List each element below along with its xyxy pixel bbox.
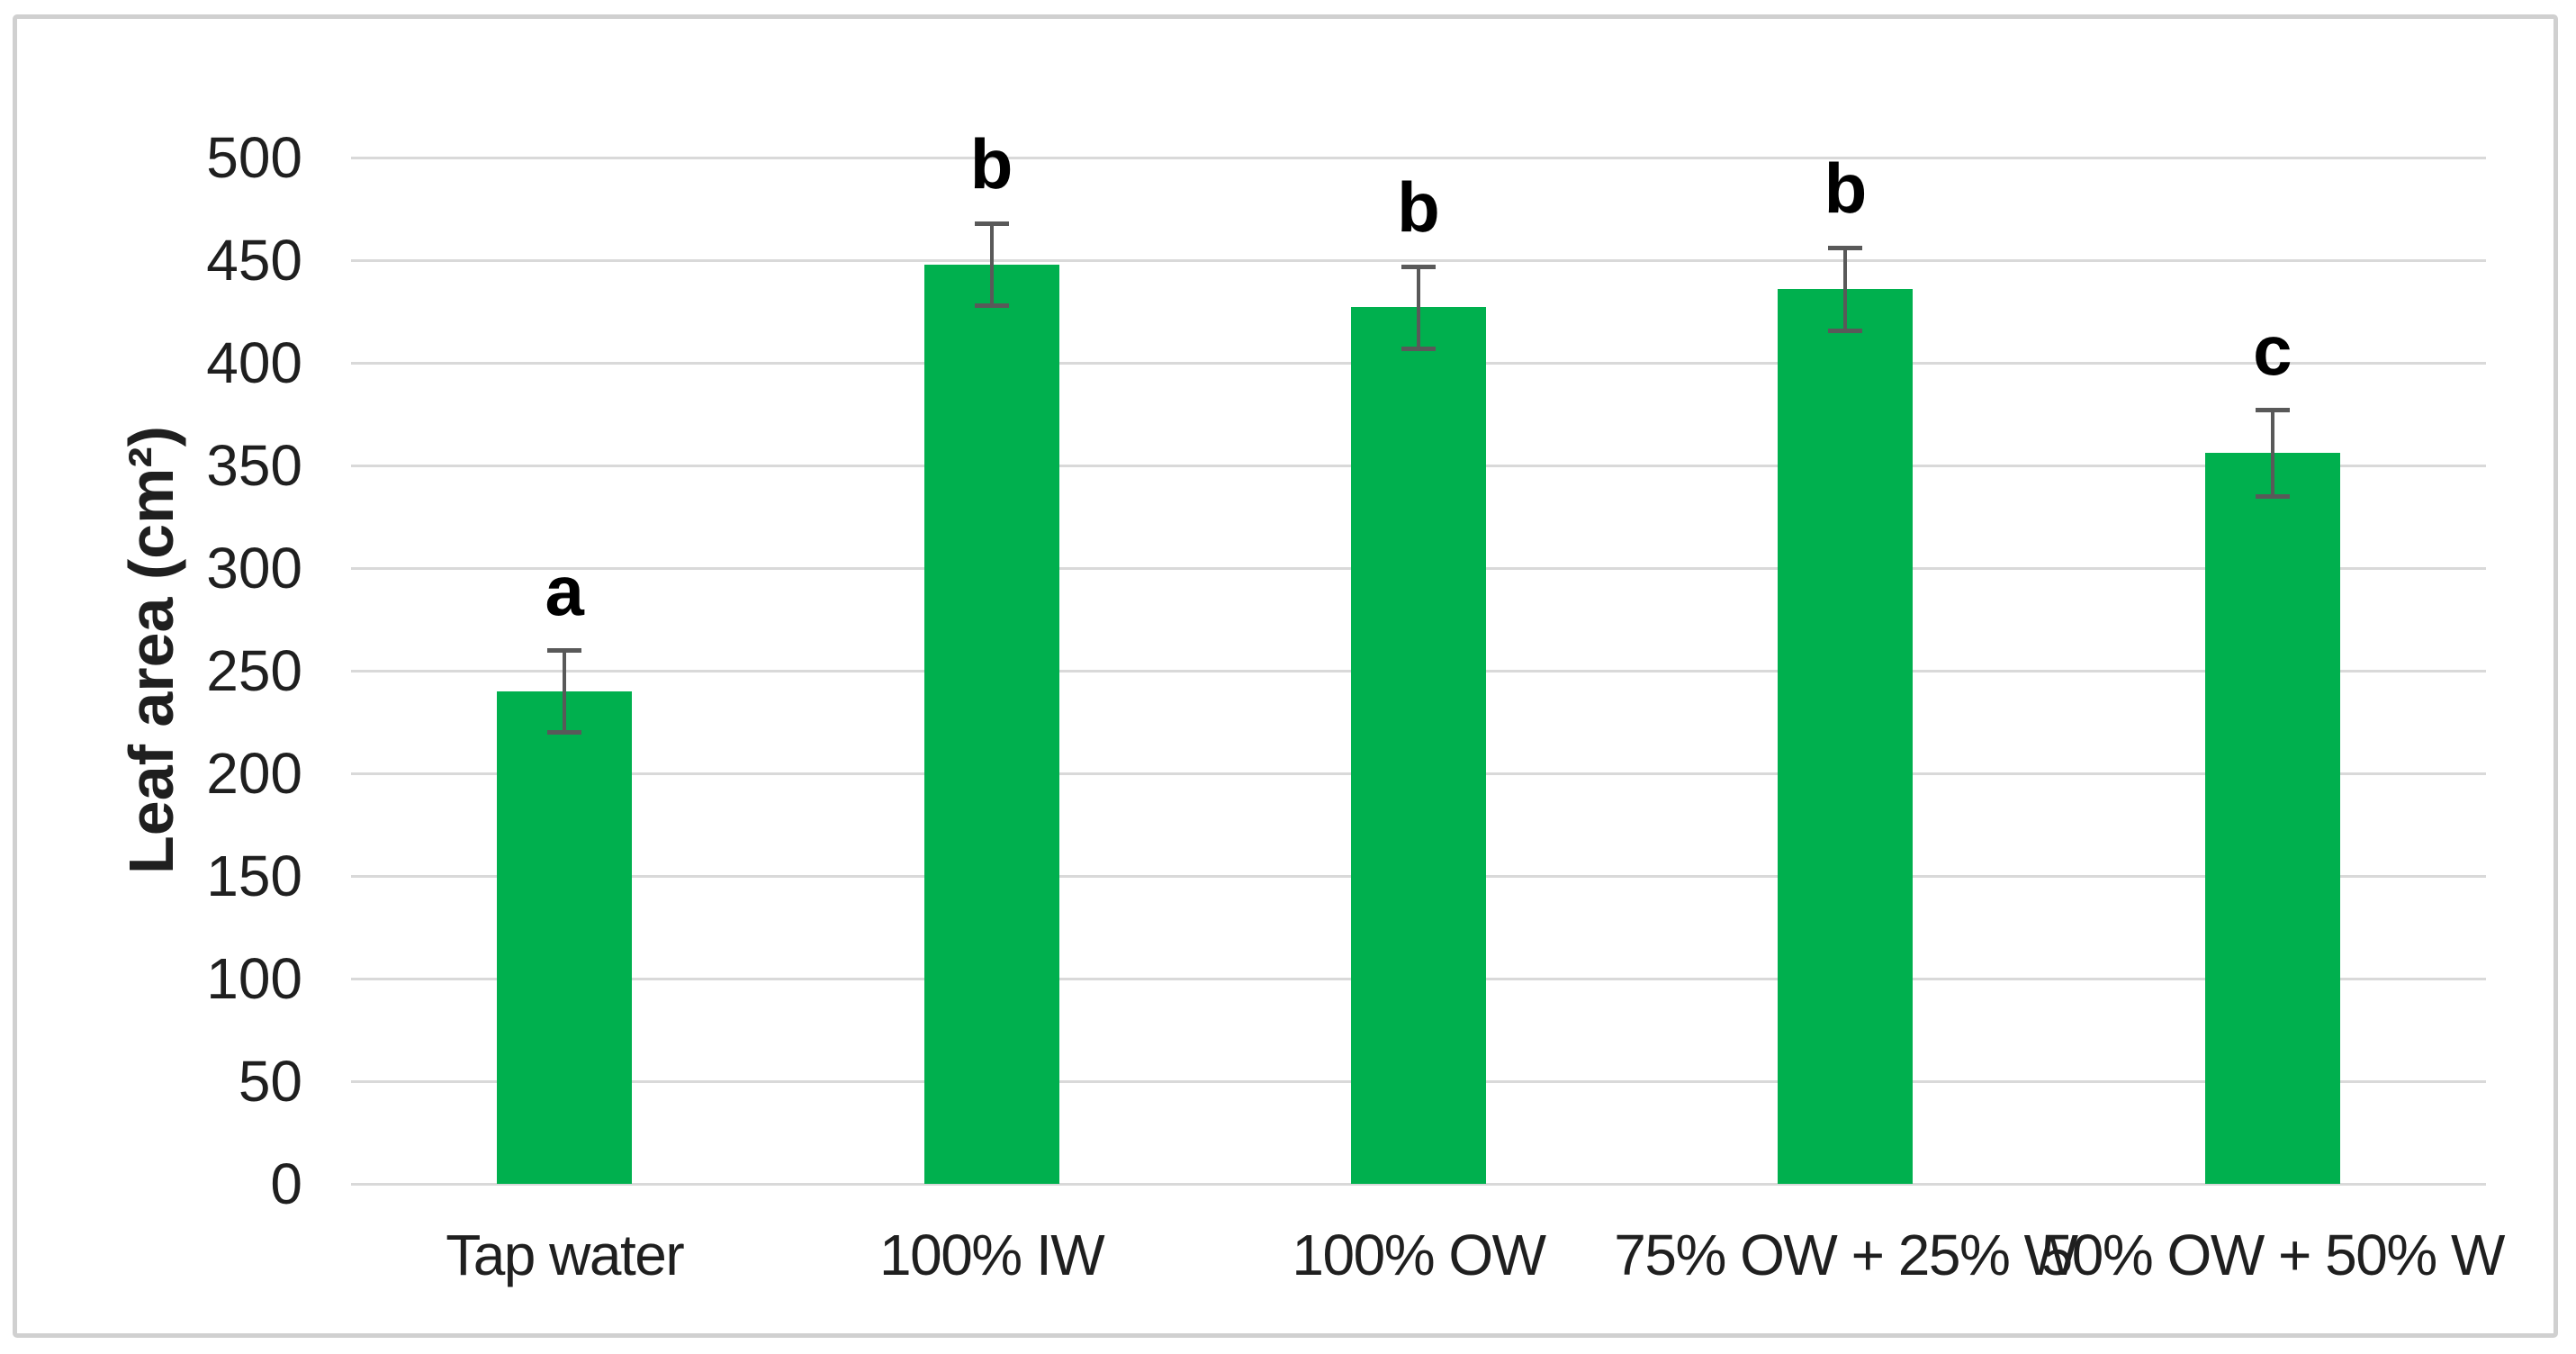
x-category-label: 100% IW [879,1223,1105,1287]
y-tick-label: 500 [206,125,302,190]
error-bar-top-cap [974,221,1009,226]
error-bar-top-cap [547,648,582,654]
y-tick-label: 150 [206,844,302,908]
y-tick-label: 50 [238,1049,302,1114]
bar [923,264,1059,1184]
error-bar-top-cap [1828,246,1863,251]
error-bar-bottom-cap [2255,494,2290,500]
x-category-label: Tap water [446,1223,684,1287]
y-tick-label: 350 [206,433,302,498]
error-bar-bottom-cap [1828,328,1863,333]
y-tick-label: 250 [206,638,302,703]
significance-letter: b [969,123,1013,203]
error-bar [1843,248,1848,330]
error-bar [1417,266,1420,349]
error-bar-bottom-cap [1401,347,1436,352]
error-bar [2270,410,2274,497]
significance-letter: b [1397,167,1440,247]
y-tick-label: 300 [206,536,302,600]
x-category-label: 75% OW + 25% W [1614,1223,2078,1287]
significance-letter: a [545,551,584,631]
y-tick-label: 450 [206,228,302,293]
chart-border [13,14,2558,1338]
error-bar-top-cap [1401,264,1436,269]
error-bar-top-cap [2255,408,2290,413]
bar [497,691,633,1184]
x-category-label: 50% OW + 50% W [2040,1223,2506,1287]
error-bar-bottom-cap [547,730,582,736]
bar [1778,288,1914,1184]
bar [1351,307,1486,1184]
error-bar [989,222,994,306]
x-category-label: 100% OW [1292,1223,1546,1287]
bar [2204,453,2340,1184]
significance-letter: c [2253,311,2292,391]
y-tick-label: 400 [206,330,302,395]
y-tick-label: 200 [206,741,302,806]
gridline [351,1183,2486,1186]
error-bar-bottom-cap [974,303,1009,309]
gridline [351,259,2486,262]
significance-letter: b [1824,149,1868,229]
gridline [351,157,2486,159]
error-bar [563,650,567,733]
y-tick-label: 0 [270,1151,302,1216]
y-tick-label: 100 [206,946,302,1011]
